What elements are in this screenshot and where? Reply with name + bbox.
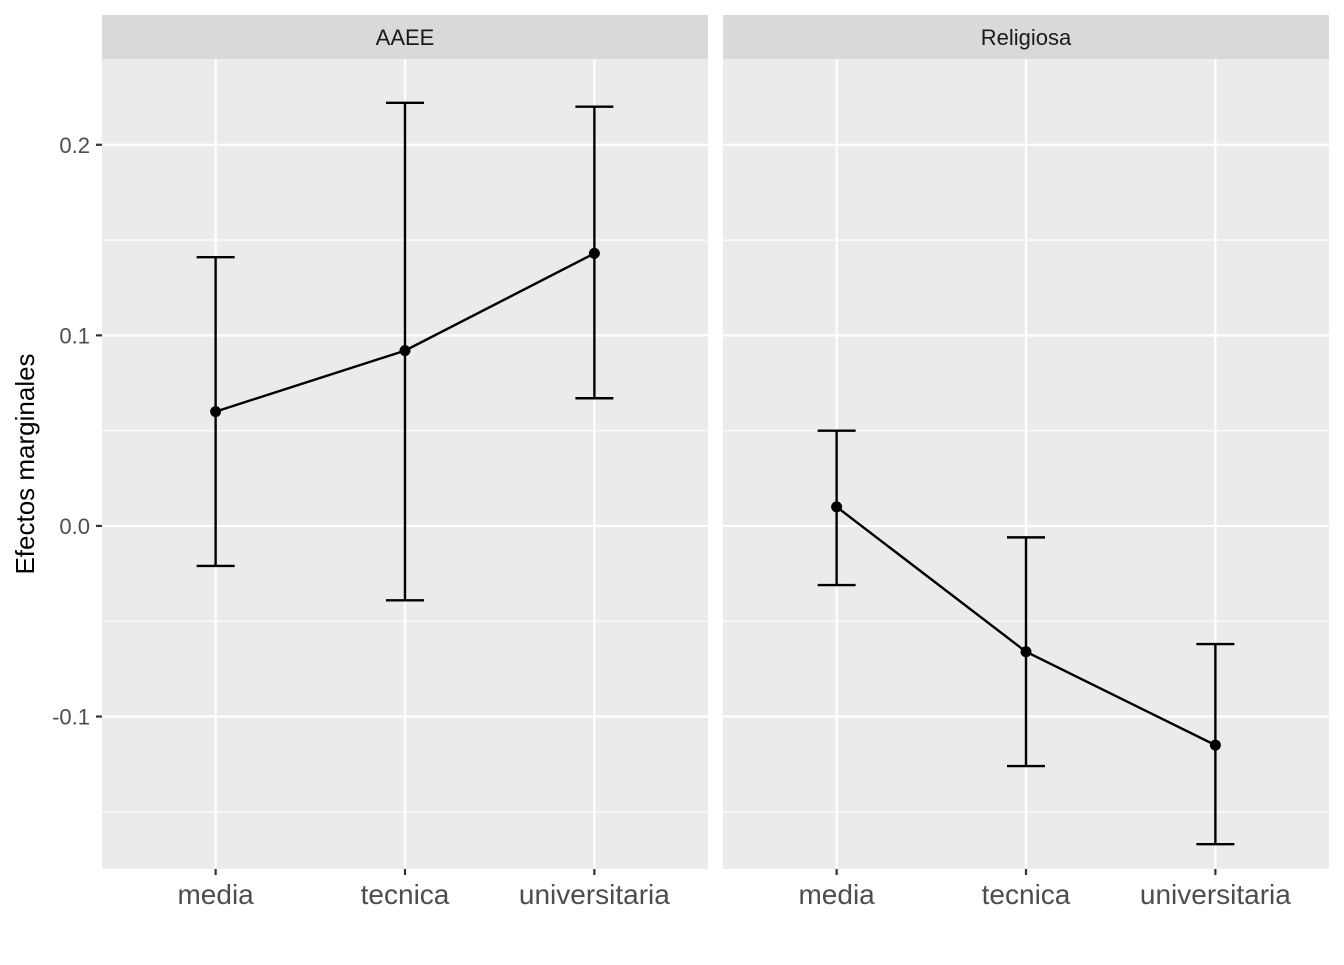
- facet-strip-label: AAEE: [376, 25, 435, 50]
- data-point: [399, 345, 411, 357]
- data-point: [210, 406, 222, 418]
- y-tick-label: 0.2: [59, 133, 90, 158]
- facet-strip-label: Religiosa: [981, 25, 1072, 50]
- data-point: [831, 501, 843, 513]
- y-tick-label: 0.1: [59, 323, 90, 348]
- data-point: [1209, 739, 1221, 751]
- x-tick-label: universitaria: [519, 879, 670, 910]
- facet-strip: [723, 15, 1329, 59]
- y-tick-label: 0.0: [59, 514, 90, 539]
- y-tick-label: -0.1: [52, 705, 90, 730]
- x-tick-label: media: [798, 879, 875, 910]
- facet-strip: [102, 15, 708, 59]
- x-tick-label: tecnica: [361, 879, 450, 910]
- data-point: [588, 247, 600, 259]
- data-point: [1020, 646, 1032, 658]
- x-tick-label: universitaria: [1140, 879, 1291, 910]
- y-axis-title: Efectos marginales: [10, 353, 40, 574]
- x-tick-label: tecnica: [982, 879, 1071, 910]
- x-tick-label: media: [177, 879, 254, 910]
